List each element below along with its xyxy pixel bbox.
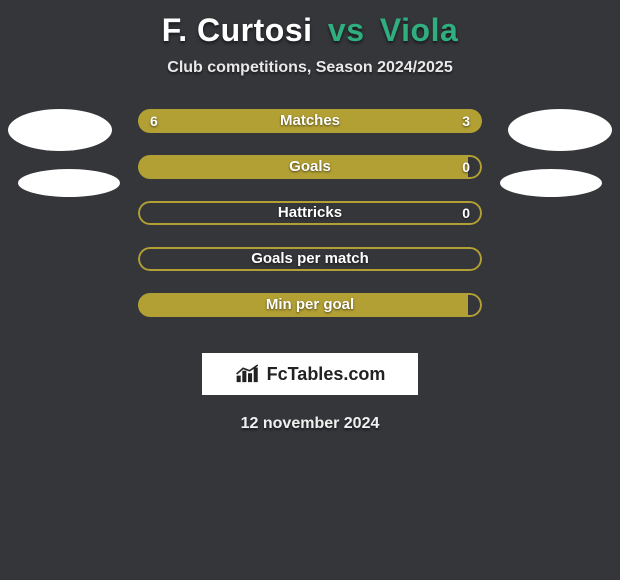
stat-row: Min per goal [138, 293, 482, 317]
comparison-title: F. Curtosi vs Viola [0, 0, 620, 49]
stats-chart: Matches63Goals0Hattricks0Goals per match… [0, 109, 620, 349]
brand-badge: FcTables.com [202, 353, 418, 395]
vs-label: vs [328, 12, 365, 48]
brand-chart-icon [235, 364, 261, 384]
snapshot-date: 12 november 2024 [0, 415, 620, 433]
stat-row-value-right: 0 [450, 201, 482, 225]
player1-avatar-large [8, 109, 112, 151]
player1-avatar-small [18, 169, 120, 197]
stat-row: Matches6 3 [138, 109, 482, 133]
stat-row-value-left: 6 [138, 109, 170, 133]
stat-rows: Matches63Goals0Hattricks0Goals per match… [138, 109, 482, 339]
stat-row: Goals per match [138, 247, 482, 271]
stat-row-label: Goals per match [138, 247, 482, 271]
player1-name: F. Curtosi [162, 12, 313, 48]
stat-row-label: Goals [138, 155, 482, 179]
stat-row: Goals0 [138, 155, 482, 179]
stat-row-label: Hattricks [138, 201, 482, 225]
player2-avatar-large [508, 109, 612, 151]
stat-row-label: Matches [138, 109, 482, 133]
stat-row-value-right: 0 [450, 155, 482, 179]
stat-row: Hattricks0 [138, 201, 482, 225]
player2-name: Viola [380, 12, 458, 48]
stat-row-label: Min per goal [138, 293, 482, 317]
brand-label: FcTables.com [267, 364, 386, 385]
stat-row-value-right: 3 [450, 109, 482, 133]
subtitle: Club competitions, Season 2024/2025 [0, 59, 620, 77]
player2-avatar-small [500, 169, 602, 197]
